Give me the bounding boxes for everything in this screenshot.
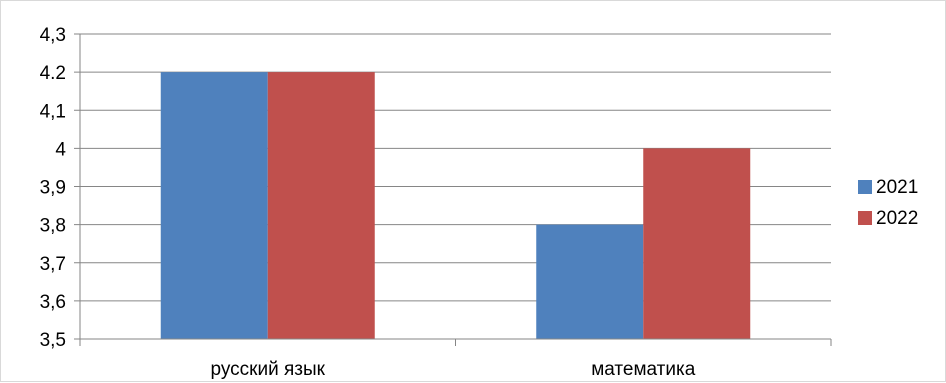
y-tick-label: 4.2 [40,63,66,84]
legend-label-2021: 2021 [876,177,918,198]
bar-2021-2 [536,224,644,339]
x-axis-category-labels: русский язык математика [211,359,696,380]
axes [74,33,832,346]
bar-2022-1 [267,72,375,339]
y-axis-tick-labels: 3,5 3,6 3,7 3,8 3,9 4 4,1 4.2 4,3 [40,25,67,351]
y-tick-label: 4,1 [40,101,66,122]
y-tick-label: 4,3 [40,25,66,46]
y-tick-label: 3,6 [40,292,66,313]
y-tick-label: 3,8 [40,216,66,237]
bar-2022-2 [643,148,751,339]
y-tick-label: 4 [55,139,66,160]
x-category-label: математика [591,359,696,380]
bars [160,72,751,339]
y-tick-label: 3,5 [40,330,66,351]
legend: 2021 2022 [858,177,918,229]
legend-label-2022: 2022 [876,208,918,229]
legend-swatch-2022 [858,211,872,225]
bar-2021-1 [160,72,268,339]
y-tick-label: 3,9 [40,178,66,199]
y-tick-label: 3,7 [40,254,66,275]
legend-swatch-2021 [858,180,872,194]
x-category-label: русский язык [211,359,326,380]
